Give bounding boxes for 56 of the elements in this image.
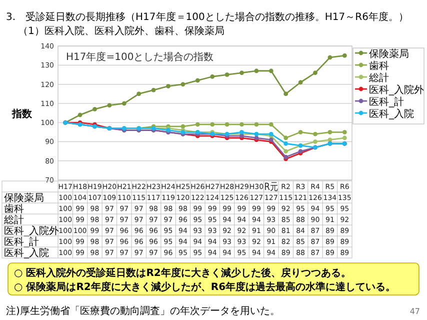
point (92, 106, 97, 112)
annotation: H17年度=100とした場合の指数 (66, 51, 214, 63)
legend-label: 医科_計 (369, 96, 404, 108)
point (151, 88, 156, 92)
point (136, 92, 142, 96)
text: 医科_計 (4, 237, 39, 248)
point (313, 70, 318, 75)
legend-label: 医科_入院 (369, 108, 414, 120)
point (328, 130, 332, 134)
point (342, 136, 347, 140)
point (122, 101, 126, 106)
point (313, 132, 318, 136)
point (342, 53, 347, 58)
point (284, 136, 288, 140)
text: 医科_入院 (4, 248, 49, 259)
legend-label: 医科_入院外 (369, 84, 424, 96)
text: 保険薬局 (4, 193, 44, 204)
text: 注)厚生労働省「医療費の動向調査」の年次データを用いた。 (6, 305, 280, 317)
point (254, 122, 259, 127)
point (328, 55, 332, 60)
legend-label: 保険薬局 (369, 48, 409, 60)
point (224, 72, 230, 77)
point (210, 122, 215, 127)
point (180, 82, 186, 86)
point (298, 80, 303, 85)
point (195, 78, 200, 83)
point (284, 149, 288, 154)
text: ○ 医科入院外の受診延日数はR2年度に大きく減少した後、戻りつつある。 (14, 267, 351, 279)
text: ○ 保険薬局はR2年度に大きく減少したが、R6年度は過去最高の水準に達している。 (14, 281, 396, 293)
point (328, 138, 332, 142)
chart-title: 3. 受診延日数の長期推移（H17年度＝100とした場合の指数の推移。H17～R6年度。） (6, 11, 408, 23)
point (298, 130, 303, 134)
text: 47 (410, 307, 420, 316)
point (166, 84, 170, 88)
text: 歯科 (4, 204, 24, 215)
point (254, 68, 259, 74)
legend-label: 総計 (368, 72, 389, 84)
point (195, 122, 200, 127)
chart-subtitle: （1）医科入院、医科入院外、歯科、保険薬局 (18, 25, 224, 37)
text: 医科_入院外 (4, 226, 59, 237)
legend-label: 歯科 (369, 60, 389, 72)
point (107, 103, 112, 108)
point (78, 112, 82, 118)
text: 総計 (4, 215, 24, 226)
point (284, 92, 288, 96)
point (284, 141, 288, 146)
point (313, 140, 318, 144)
point (342, 130, 347, 134)
x-tick-label: R元 (264, 182, 282, 193)
point (224, 122, 230, 127)
point (268, 122, 274, 127)
y-axis-title: 指数 (11, 108, 33, 120)
point (210, 74, 215, 79)
point (240, 122, 244, 127)
point (240, 70, 244, 75)
point (268, 68, 274, 74)
